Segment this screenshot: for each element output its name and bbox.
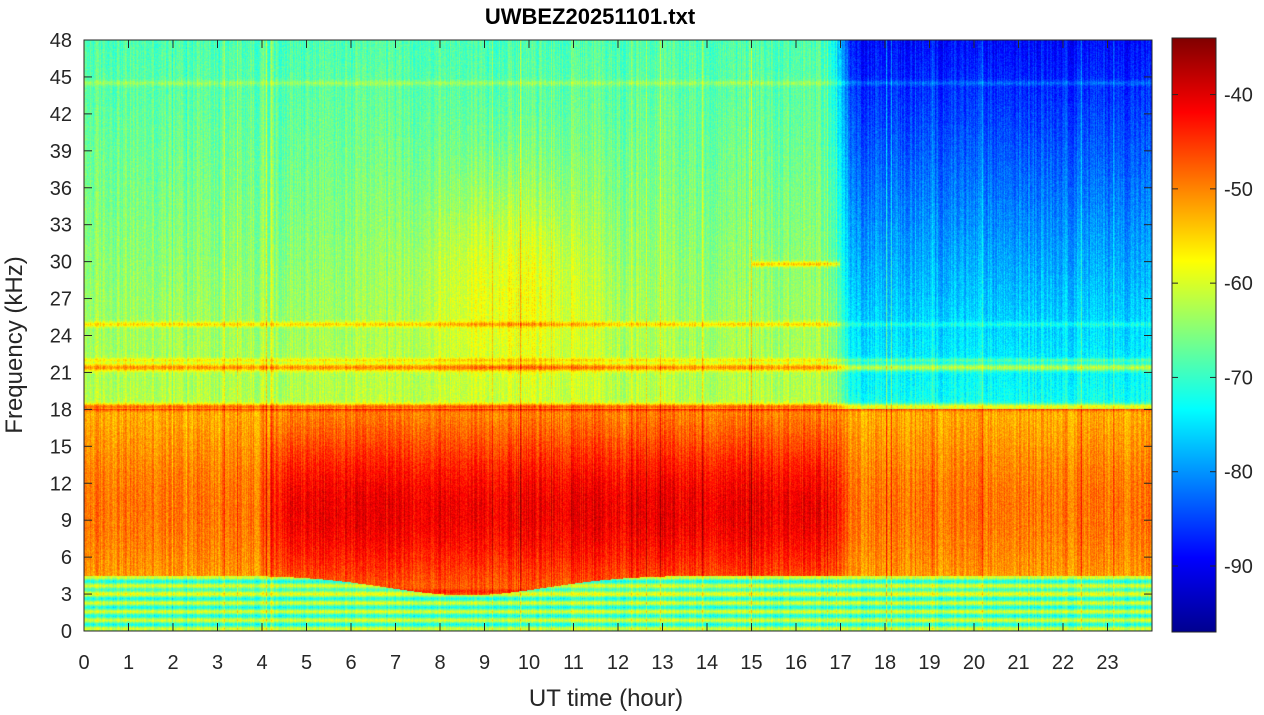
y-tick-label: 33 xyxy=(50,215,72,237)
y-tick-label: 48 xyxy=(50,30,72,52)
y-tick-label: 24 xyxy=(50,326,72,348)
colorbar-tick-label: -90 xyxy=(1224,556,1253,578)
colorbar-tick-label: -50 xyxy=(1224,179,1253,201)
x-tick-label: 9 xyxy=(479,652,490,674)
x-tick-label: 21 xyxy=(1007,652,1029,674)
x-tick-label: 22 xyxy=(1052,652,1074,674)
x-tick-label: 12 xyxy=(607,652,629,674)
colorbar-tick-label: -80 xyxy=(1224,462,1253,484)
y-tick-label: 21 xyxy=(50,362,72,384)
colorbar-ticks: -90 -80 -70 -60 -50 -40 xyxy=(1172,85,1253,578)
x-tick-label: 0 xyxy=(78,652,89,674)
x-tick-label: 4 xyxy=(256,652,267,674)
y-tick-label: 12 xyxy=(50,473,72,495)
y-tick-label: 0 xyxy=(61,621,72,643)
x-tick-label: 18 xyxy=(874,652,896,674)
colorbar-gradient xyxy=(1171,37,1217,633)
x-tick-label: 2 xyxy=(167,652,178,674)
y-tick-label: 36 xyxy=(50,178,72,200)
x-tick-label: 10 xyxy=(518,652,540,674)
y-tick-label: 42 xyxy=(50,104,72,126)
spectrogram-heatmap xyxy=(84,40,1152,631)
y-axis-label: Frequency (kHz) xyxy=(1,256,28,433)
x-tick-label: 11 xyxy=(563,652,584,674)
x-tick-label: 17 xyxy=(829,652,851,674)
x-tick-label: 15 xyxy=(740,652,762,674)
x-tick-label: 5 xyxy=(301,652,312,674)
x-tick-label: 19 xyxy=(918,652,940,674)
x-tick-label: 1 xyxy=(123,652,134,674)
y-tick-label: 3 xyxy=(61,584,72,606)
y-tick-label: 6 xyxy=(61,547,72,569)
y-tick-label: 45 xyxy=(50,67,72,89)
x-axis-label: UT time (hour) xyxy=(529,685,683,712)
spectrogram-plot-area xyxy=(83,39,1153,632)
colorbar: -90 -80 -70 -60 -50 -40 xyxy=(1171,37,1253,633)
colorbar-tick-label: -60 xyxy=(1224,273,1253,295)
y-tick-label: 9 xyxy=(61,510,72,532)
colorbar-tick-label: -40 xyxy=(1224,85,1253,107)
chart-title: UWBEZ20251101.txt xyxy=(485,4,696,29)
x-tick-label: 14 xyxy=(696,652,718,674)
x-tick-label: 8 xyxy=(434,652,445,674)
colorbar-tick-label: -70 xyxy=(1224,367,1253,389)
y-tick-label: 39 xyxy=(50,141,72,163)
x-tick-label: 13 xyxy=(651,652,673,674)
y-tick-label: 30 xyxy=(50,252,72,274)
y-tick-label: 15 xyxy=(50,436,72,458)
x-tick-label: 20 xyxy=(963,652,985,674)
y-tick-label: 18 xyxy=(50,399,72,421)
x-axis-ticks: 0 1 2 3 4 5 6 7 8 9 10 11 12 13 14 15 16 17 18 19 20 21 22 23 xyxy=(78,40,1119,674)
x-tick-label: 6 xyxy=(345,652,356,674)
x-tick-label: 7 xyxy=(390,652,401,674)
x-tick-label: 16 xyxy=(785,652,807,674)
x-tick-label: 3 xyxy=(212,652,223,674)
y-tick-label: 27 xyxy=(50,289,72,311)
x-tick-label: 23 xyxy=(1096,652,1118,674)
